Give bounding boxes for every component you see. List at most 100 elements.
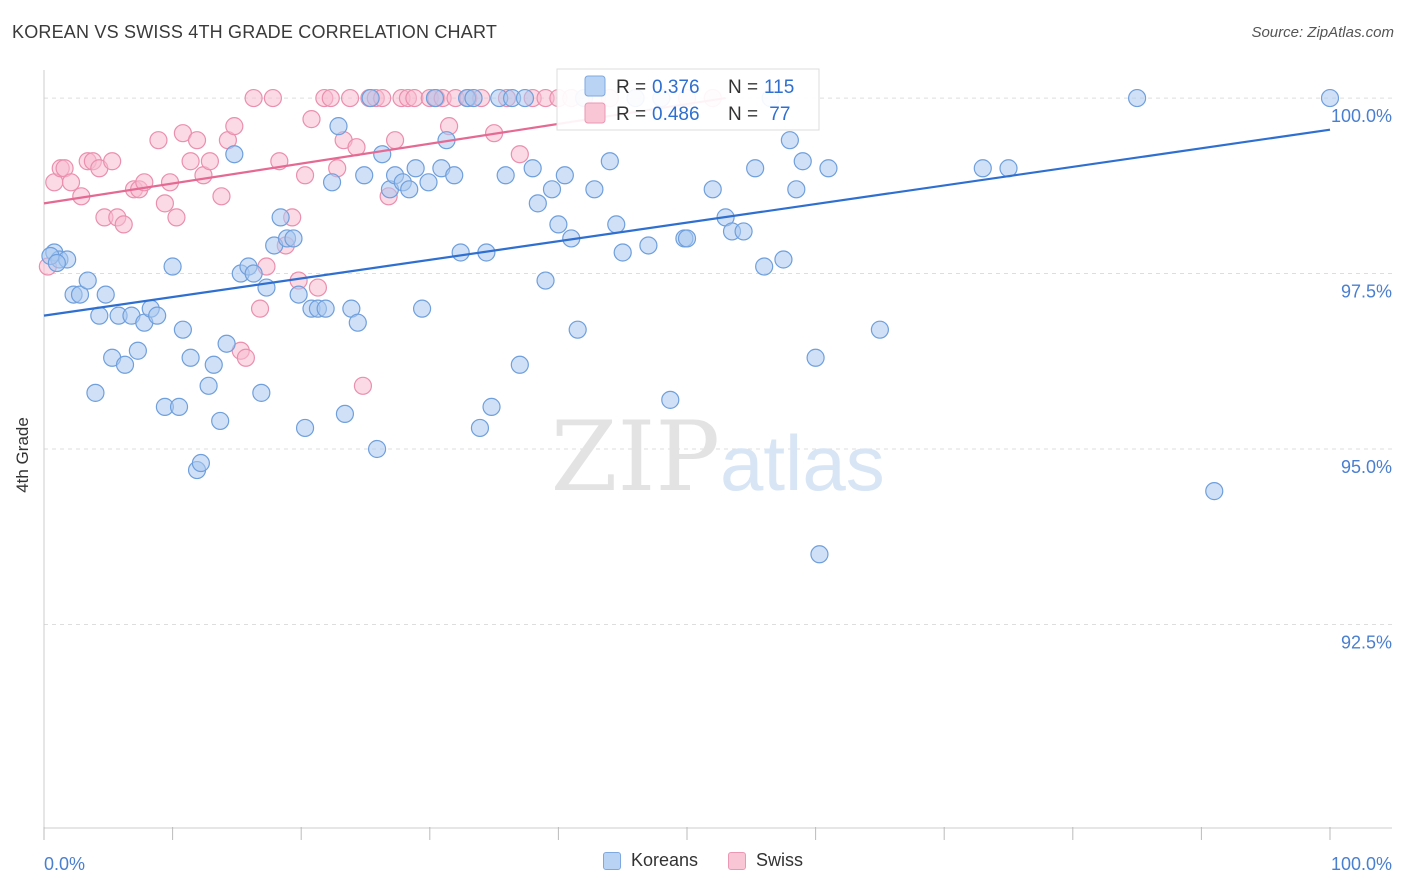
korean-point-101 <box>780 131 799 150</box>
legend-n-label-swiss: N = <box>728 104 758 125</box>
korean-point-107 <box>870 320 890 339</box>
korean-point-72 <box>510 355 529 374</box>
korean-point-4 <box>70 285 90 304</box>
korean-point-31 <box>244 264 263 283</box>
swiss-point-45 <box>340 88 360 108</box>
legend-n-value-swiss: 77 <box>764 104 790 125</box>
korean-point-7 <box>90 306 109 325</box>
y-tick-label-3: 92.5% <box>1341 632 1392 652</box>
korean-point-21 <box>181 348 200 367</box>
korean-point-51 <box>373 145 392 164</box>
korean-point-90 <box>661 390 680 409</box>
y-tick-label-2: 95.0% <box>1341 457 1392 477</box>
swiss-point-4 <box>61 173 81 192</box>
korean-point-26 <box>211 411 230 431</box>
swiss-point-65 <box>510 145 529 164</box>
korean-point-65 <box>464 88 483 108</box>
korean-point-42 <box>316 299 335 318</box>
korean-point-86 <box>613 243 632 262</box>
korean-point-16 <box>148 306 167 325</box>
korean-point-111 <box>1205 482 1224 501</box>
legend-swatch-swiss <box>584 102 606 124</box>
korean-point-44 <box>329 117 348 136</box>
korean-point-79 <box>555 166 574 185</box>
korean-trend-line <box>43 128 1331 317</box>
swiss-point-55 <box>405 88 424 108</box>
korean-point-20 <box>173 320 192 339</box>
y-tick-labels: 100.0% 97.5% 95.0% 92.5% <box>1331 106 1392 652</box>
swiss-point-10 <box>103 152 122 171</box>
korean-point-49 <box>361 88 380 108</box>
korean-point-38 <box>289 285 308 304</box>
korean-point-59 <box>425 88 445 108</box>
swiss-point-38 <box>295 166 315 185</box>
korean-point-11 <box>115 355 135 374</box>
y-axis-label: 4th Grade <box>13 417 32 493</box>
korean-point-39 <box>295 418 315 438</box>
swiss-point-42 <box>321 88 340 108</box>
korean-point-88 <box>639 236 658 255</box>
korean-point-25 <box>204 355 223 374</box>
korean-point-73 <box>515 88 535 108</box>
korean-point-19 <box>169 397 189 416</box>
swiss-point-19 <box>167 208 186 227</box>
korean-point-50 <box>367 439 387 459</box>
korean-point-63 <box>451 243 470 262</box>
korean-point-103 <box>793 152 812 171</box>
swiss-point-31 <box>250 299 270 318</box>
korean-point-68 <box>482 397 501 416</box>
korean-point-105 <box>810 545 829 564</box>
korean-point-83 <box>585 180 604 199</box>
korean-point-48 <box>355 166 374 185</box>
korean-points <box>41 88 1340 564</box>
korean-point-24 <box>199 376 218 395</box>
korean-point-62 <box>445 166 464 185</box>
korean-point-74 <box>523 159 542 178</box>
stats-legend: R = 0.376 N = 115 R = 0.486 N = 77 <box>556 68 820 131</box>
swiss-point-40 <box>308 278 328 297</box>
korean-point-56 <box>406 159 425 178</box>
swiss-point-21 <box>181 152 200 171</box>
swiss-point-52 <box>385 131 405 150</box>
axes <box>43 70 1392 840</box>
korean-point-100 <box>774 250 793 269</box>
korean-point-96 <box>734 222 753 241</box>
korean-point-13 <box>128 341 147 360</box>
legend-label-swiss: Swiss <box>756 850 804 870</box>
korean-point-102 <box>787 180 806 199</box>
swiss-point-16 <box>149 131 168 150</box>
y-tick-label-0: 100.0% <box>1331 106 1392 126</box>
korean-point-78 <box>549 215 568 234</box>
korean-point-58 <box>419 173 438 192</box>
korean-point-8 <box>96 285 115 304</box>
legend-label-koreans: Koreans <box>630 850 699 870</box>
swiss-point-29 <box>236 348 256 367</box>
korean-point-84 <box>600 152 619 171</box>
korean-point-27 <box>217 334 236 353</box>
korean-point-92 <box>677 229 697 248</box>
korean-point-76 <box>536 271 555 290</box>
chart-title: KOREAN VS SWISS 4TH GRADE CORRELATION CH… <box>12 22 498 42</box>
watermark-atlas: atlas <box>720 419 885 507</box>
korean-point-77 <box>542 180 562 199</box>
legend-item-swiss: Swiss <box>728 850 803 871</box>
korean-point-66 <box>470 418 490 438</box>
korean-point-23 <box>191 453 210 473</box>
korean-point-18 <box>163 257 182 276</box>
korean-point-106 <box>819 159 838 178</box>
korean-point-93 <box>703 180 722 199</box>
swiss-point-12 <box>114 215 133 234</box>
korean-point-57 <box>412 299 432 318</box>
swiss-point-17 <box>155 194 174 213</box>
korean-point-110 <box>1127 88 1147 108</box>
legend-r-value-koreans: 0.376 <box>652 77 700 98</box>
korean-point-85 <box>607 215 626 234</box>
swiss-point-27 <box>225 117 244 136</box>
swiss-point-33 <box>263 88 283 108</box>
swiss-point-39 <box>302 110 321 129</box>
korean-point-97 <box>746 159 765 178</box>
watermark-zip: ZIP <box>551 401 720 513</box>
korean-point-45 <box>335 404 355 424</box>
legend-r-value-swiss: 0.486 <box>652 104 700 125</box>
